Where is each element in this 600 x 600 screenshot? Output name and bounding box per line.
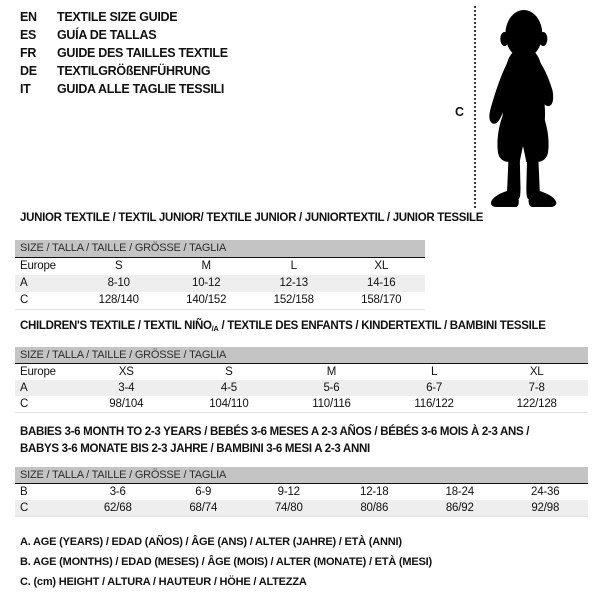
table-cell: 14-16 bbox=[367, 277, 396, 289]
table-cell: 158/170 bbox=[361, 294, 402, 306]
row-label: A bbox=[20, 382, 28, 394]
table-cell: M bbox=[326, 366, 337, 378]
language-code: ES bbox=[20, 28, 37, 42]
children-size-table: SIZE / TALLA / TAILLE / GRÖSSE / TAGLIA … bbox=[15, 347, 588, 413]
table-row-age: A 3-4 4-5 5-6 6-7 7-8 bbox=[15, 380, 588, 396]
table-cell: 6-9 bbox=[195, 486, 212, 498]
section-title-junior: JUNIOR TEXTILE / TEXTIL JUNIOR/ TEXTILE … bbox=[20, 212, 484, 224]
section-title-babies: BABIES 3-6 MONTH TO 2-3 YEARS / BEBÉS 3-… bbox=[20, 424, 580, 458]
table-cell: 104/110 bbox=[209, 398, 249, 410]
section-title-children: CHILDREN'S TEXTILE / TEXTIL NIÑO/A / TEX… bbox=[20, 320, 546, 333]
height-measure-dotted-line bbox=[474, 6, 476, 208]
language-row-en: EN TEXTILE SIZE GUIDE bbox=[20, 8, 228, 26]
section-title-text: CHILDREN'S TEXTILE / TEXTIL NIÑO bbox=[20, 320, 212, 332]
section-title-subscript: /A bbox=[211, 324, 219, 333]
table-cell: 122/128 bbox=[516, 398, 557, 410]
table-cell: 7-8 bbox=[528, 382, 545, 394]
table-cell: XL bbox=[529, 366, 544, 378]
baby-silhouette-image bbox=[489, 10, 557, 207]
language-code: IT bbox=[20, 82, 31, 96]
table-cell: 24-36 bbox=[531, 486, 560, 498]
table-cell: 140/152 bbox=[186, 294, 227, 306]
table-cell: 80/86 bbox=[360, 502, 389, 514]
table-cell: 116/122 bbox=[414, 398, 454, 410]
table-cell: 86/92 bbox=[445, 502, 474, 514]
row-label: Europe bbox=[20, 366, 56, 378]
table-cell: 8-10 bbox=[107, 277, 130, 289]
footnote-c: C. (cm) HEIGHT / ALTURA / HAUTEUR / HÖHE… bbox=[20, 576, 307, 588]
babies-size-table: SIZE / TALLA / TAILLE / GRÖSSE / TAGLIA … bbox=[15, 467, 588, 517]
size-header-bar: SIZE / TALLA / TAILLE / GRÖSSE / TAGLIA bbox=[15, 240, 425, 257]
size-header-bar: SIZE / TALLA / TAILLE / GRÖSSE / TAGLIA bbox=[15, 467, 588, 483]
table-row-height: C 98/104 104/110 110/116 116/122 122/128 bbox=[15, 396, 588, 412]
language-title: TEXTILGRÖßENFÜHRUNG bbox=[57, 64, 211, 78]
size-header-bar: SIZE / TALLA / TAILLE / GRÖSSE / TAGLIA bbox=[15, 347, 588, 363]
table-cell: L bbox=[430, 366, 438, 378]
table-cell: 18-24 bbox=[445, 486, 475, 498]
table-cell: 9-12 bbox=[277, 486, 300, 498]
table-cell: XS bbox=[118, 366, 134, 378]
table-row-europe: Europe S M L XL bbox=[15, 258, 425, 275]
table-cell: 128/140 bbox=[98, 294, 139, 306]
table-cell: 152/158 bbox=[273, 294, 314, 306]
table-cell: 110/116 bbox=[312, 398, 351, 410]
table-body: Europe XS S M L XL A 3-4 4-5 5-6 6-7 7-8… bbox=[15, 363, 588, 413]
footnote-b: B. AGE (MONTHS) / EDAD (MESES) / ÂGE (MO… bbox=[20, 556, 432, 568]
footnote-a: A. AGE (YEARS) / EDAD (AÑOS) / ÂGE (ANS)… bbox=[20, 536, 402, 548]
row-label: C bbox=[20, 398, 29, 410]
table-cell: 74/80 bbox=[274, 502, 303, 514]
row-label: C bbox=[20, 502, 29, 514]
language-row-it: IT GUIDA ALLE TAGLIE TESSILI bbox=[20, 80, 228, 98]
language-code: DE bbox=[20, 64, 37, 78]
table-cell: 5-6 bbox=[323, 382, 340, 394]
table-cell: S bbox=[115, 260, 123, 272]
row-label: B bbox=[20, 486, 28, 498]
table-body: B 3-6 6-9 9-12 12-18 18-24 24-36 C 62/68… bbox=[15, 483, 588, 517]
table-row-height: C 128/140 140/152 152/158 158/170 bbox=[15, 292, 425, 309]
table-cell: L bbox=[290, 260, 297, 272]
language-row-fr: FR GUIDE DES TAILLES TEXTILE bbox=[20, 44, 228, 62]
table-row-height: C 62/68 68/74 74/80 80/86 86/92 92/98 bbox=[15, 500, 588, 516]
language-code: FR bbox=[20, 46, 37, 60]
height-measure-label: C bbox=[455, 105, 465, 119]
row-label: A bbox=[20, 277, 28, 289]
language-row-de: DE TEXTILGRÖßENFÜHRUNG bbox=[20, 62, 228, 80]
junior-size-table: SIZE / TALLA / TAILLE / GRÖSSE / TAGLIA … bbox=[15, 240, 425, 310]
table-cell: 62/68 bbox=[103, 502, 132, 514]
section-title-line: BABIES 3-6 MONTH TO 2-3 YEARS / BEBÉS 3-… bbox=[20, 426, 530, 438]
table-cell: 12-13 bbox=[279, 277, 309, 289]
table-cell: 92/98 bbox=[531, 502, 560, 514]
table-cell: 98/104 bbox=[109, 398, 144, 410]
legend-footnotes: A. AGE (YEARS) / EDAD (AÑOS) / ÂGE (ANS)… bbox=[20, 532, 432, 592]
table-cell: M bbox=[201, 260, 212, 272]
language-row-es: ES GUÍA DE TALLAS bbox=[20, 26, 228, 44]
table-row-age: A 8-10 10-12 12-13 14-16 bbox=[15, 275, 425, 292]
table-cell: 10-12 bbox=[192, 277, 221, 289]
table-cell: 12-18 bbox=[360, 486, 389, 498]
language-code: EN bbox=[20, 10, 37, 24]
table-cell: 68/74 bbox=[189, 502, 218, 514]
table-cell: 3-4 bbox=[118, 382, 135, 394]
table-cell: 3-6 bbox=[109, 486, 126, 498]
table-row-age-months: B 3-6 6-9 9-12 12-18 18-24 24-36 bbox=[15, 484, 588, 500]
section-title-text: / TEXTILE DES ENFANTS / KINDERTEXTIL / B… bbox=[218, 320, 546, 332]
table-body: Europe S M L XL A 8-10 10-12 12-13 14-16… bbox=[15, 257, 425, 310]
section-title-line: BABYS 3-6 MONATE BIS 2-3 JAHRE / BAMBINI… bbox=[20, 443, 370, 455]
row-label: C bbox=[20, 294, 29, 306]
table-cell: XL bbox=[374, 260, 389, 272]
table-cell: S bbox=[225, 366, 233, 378]
language-title: GUIDE DES TAILLES TEXTILE bbox=[57, 46, 228, 60]
language-title: TEXTILE SIZE GUIDE bbox=[57, 10, 178, 24]
language-title: GUIDA ALLE TAGLIE TESSILI bbox=[57, 82, 225, 96]
table-row-europe: Europe XS S M L XL bbox=[15, 364, 588, 380]
language-title: GUÍA DE TALLAS bbox=[57, 28, 157, 42]
language-title-list: EN TEXTILE SIZE GUIDE ES GUÍA DE TALLAS … bbox=[20, 8, 228, 98]
row-label: Europe bbox=[20, 260, 56, 272]
table-cell: 4-5 bbox=[220, 382, 237, 394]
table-cell: 6-7 bbox=[426, 382, 443, 394]
